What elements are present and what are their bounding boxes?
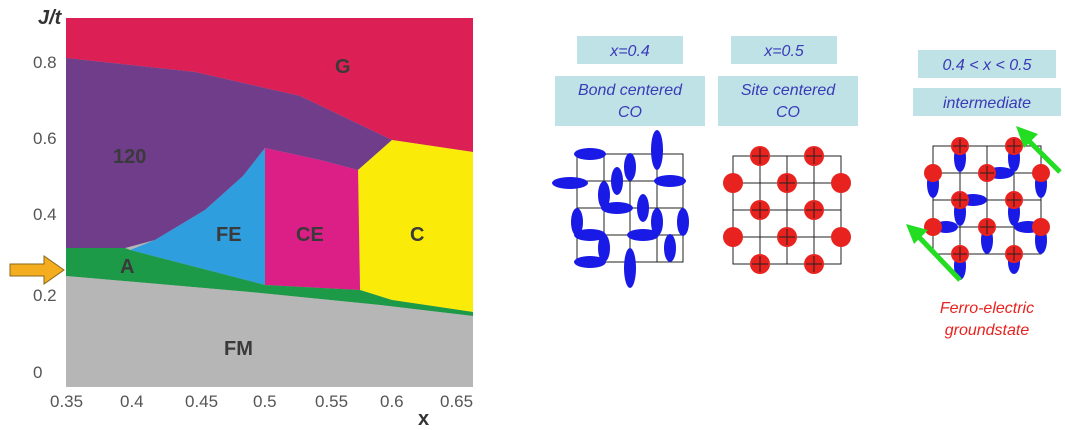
x-tick-label: 0.65 [440, 392, 473, 411]
x-tick-label: 0.4 [120, 392, 144, 411]
y-tick-label: 0.6 [33, 129, 57, 148]
label-box-top [731, 36, 837, 64]
marker-arrow-icon [9, 255, 65, 285]
panel-label-line1: Bond centered [578, 82, 683, 99]
region-g [66, 18, 473, 152]
x-tick-label: 0.45 [185, 392, 218, 411]
lattice-grid [732, 155, 842, 265]
label-box-top [918, 50, 1056, 78]
y-tick-label: 0.8 [33, 53, 57, 72]
x-tick-label: 0.6 [380, 392, 404, 411]
y-tick-label: 0 [33, 363, 42, 382]
region-label-g: G [335, 56, 351, 78]
region-label-a: A [120, 256, 134, 278]
panel-label-top: x=0.4 [609, 43, 650, 60]
panel-intermediate: 0.4 < x < 0.5 intermediate [906, 50, 1062, 339]
panel-label-line1: Site centered [741, 82, 836, 99]
panel-label-top: x=0.5 [763, 43, 804, 60]
label-box-bottom [555, 76, 705, 126]
panel-bond-centered: x=0.4 Bond centered CO [552, 36, 705, 288]
phase-diagram: G 120 FE CE C A FM J/t x 0.8 0.6 0.4 0.2… [9, 7, 473, 430]
y-tick-label: 0.2 [33, 286, 57, 305]
region-c [358, 140, 473, 312]
y-axis-label: J/t [38, 7, 63, 29]
region-ce [265, 148, 360, 290]
label-box-top [577, 36, 683, 64]
caption-line1: Ferro-electric [940, 300, 1034, 317]
panel-label-line1: intermediate [943, 95, 1031, 112]
label-box-bottom [913, 88, 1061, 116]
caption-line2: groundstate [945, 322, 1030, 339]
panel-label-line2: CO [618, 104, 642, 121]
x-axis-label: x [418, 408, 429, 430]
x-tick-label: 0.55 [315, 392, 348, 411]
region-label-fm: FM [224, 338, 253, 360]
region-fm [66, 276, 473, 387]
polarization-arrow-icon [906, 224, 962, 282]
polarization-arrow-icon [1016, 126, 1062, 174]
panel-label-line2: CO [776, 104, 800, 121]
region-fe [130, 148, 265, 285]
x-tick-label: 0.35 [50, 392, 83, 411]
region-label-fe: FE [216, 224, 242, 246]
panel-label-top: 0.4 < x < 0.5 [943, 57, 1032, 74]
region-label-120: 120 [113, 146, 146, 168]
y-tick-label: 0.4 [33, 205, 57, 224]
lattice-crosses [953, 139, 1021, 261]
region-label-c: C [410, 224, 424, 246]
panel-site-centered: x=0.5 Site centered CO [718, 36, 858, 274]
region-a [66, 248, 473, 316]
label-box-bottom [718, 76, 858, 126]
site-dots [924, 137, 1050, 263]
region-label-ce: CE [296, 224, 324, 246]
region-120 [66, 58, 392, 248]
x-tick-label: 0.5 [253, 392, 277, 411]
orbital-ellipses [552, 130, 689, 288]
lattice-crosses [752, 148, 822, 272]
